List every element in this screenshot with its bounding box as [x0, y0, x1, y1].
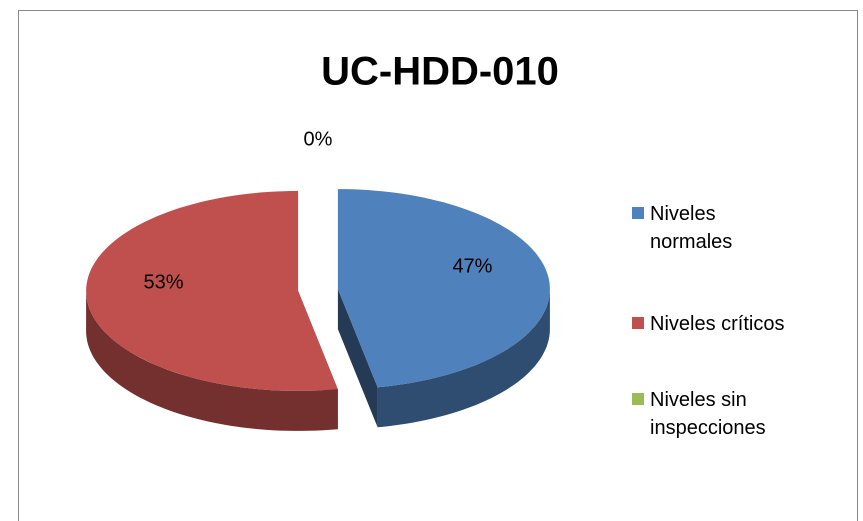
- legend-label: Niveles sin inspecciones: [650, 389, 766, 439]
- legend-swatch: [632, 207, 644, 219]
- legend: Niveles normales Niveles críticos Niveles …: [632, 200, 812, 496]
- slice-wall: [377, 289, 550, 428]
- data-label: 0%: [304, 128, 333, 150]
- slice-wall: [86, 290, 338, 431]
- legend-item: Niveles sin inspecciones: [632, 386, 812, 442]
- legend-swatch: [632, 317, 644, 329]
- slice: [337, 189, 550, 388]
- legend-label: Niveles normales: [650, 203, 733, 253]
- data-label: 47%: [452, 255, 492, 277]
- legend-label: Niveles críticos: [650, 313, 785, 335]
- chart-title: UC-HDD-010: [321, 50, 559, 94]
- slice-cut-face: [337, 289, 378, 428]
- slice-side: [337, 289, 550, 428]
- legend-swatch: [632, 393, 644, 405]
- legend-item: Niveles críticos: [632, 310, 812, 338]
- slice: [86, 190, 338, 391]
- data-label: 53%: [144, 271, 184, 293]
- legend-item: Niveles normales: [632, 200, 812, 256]
